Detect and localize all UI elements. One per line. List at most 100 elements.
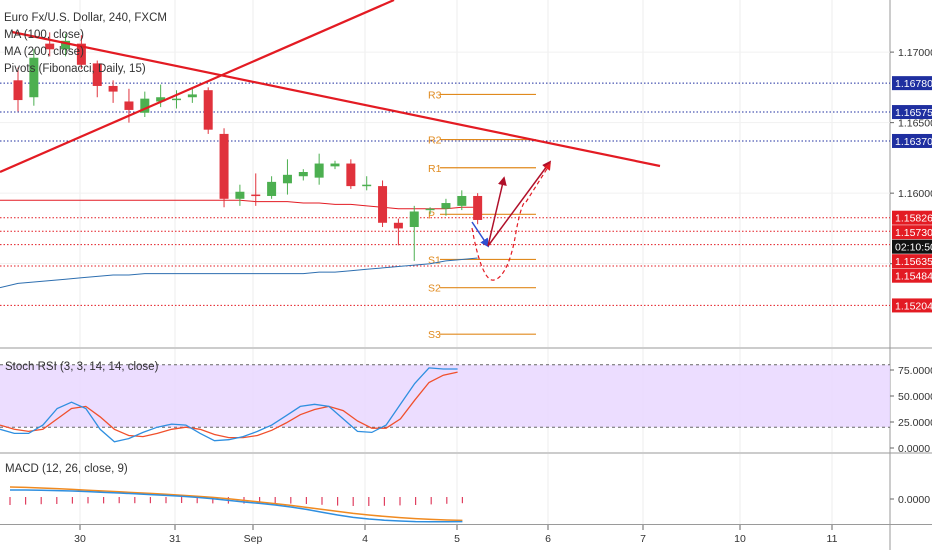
axis-tick-label: 50.0000 bbox=[898, 391, 932, 403]
candle-body bbox=[172, 98, 181, 101]
candle bbox=[45, 32, 55, 57]
trend-drawings bbox=[0, 0, 661, 281]
rising-trend-line bbox=[0, 0, 395, 174]
candle bbox=[346, 159, 356, 189]
price-tag-label: 1.16370 bbox=[895, 136, 932, 148]
candle-body bbox=[124, 101, 134, 110]
stoch-rsi-legend: Stoch RSI (3, 3, 14, 14, close) bbox=[5, 361, 159, 373]
pivots-legend: Pivots (Fibonacci, Daily, 15) bbox=[4, 63, 146, 75]
price-tag bbox=[892, 254, 932, 269]
candle-body bbox=[362, 184, 372, 187]
time-axis-label: 31 bbox=[169, 533, 181, 545]
candle-body bbox=[219, 133, 229, 199]
dashed-projection-curve bbox=[471, 201, 527, 281]
up-projection-arrow bbox=[487, 176, 507, 247]
symbol-title: Euro Fx/U.S. Dollar, 240, FXCM bbox=[4, 12, 167, 24]
candle bbox=[425, 207, 435, 215]
pivot-label: P bbox=[428, 209, 435, 221]
pivot-label: S1 bbox=[428, 254, 441, 266]
candle-body bbox=[298, 172, 308, 177]
up-projection-arrow-long bbox=[487, 160, 552, 247]
candle bbox=[267, 176, 277, 199]
candle-body bbox=[282, 174, 292, 184]
price-tag bbox=[892, 268, 932, 283]
horizontal-levels bbox=[0, 82, 890, 306]
price-tag bbox=[892, 105, 932, 120]
candle bbox=[13, 67, 23, 112]
candle bbox=[378, 180, 388, 228]
candle-body bbox=[409, 211, 419, 228]
dashed-projection-arrow bbox=[525, 162, 551, 203]
ma100-legend: MA (100, close) bbox=[4, 29, 84, 41]
price-tag bbox=[892, 133, 932, 148]
stoch-rsi-k-line bbox=[0, 367, 458, 443]
candle bbox=[473, 193, 483, 225]
price-tag-label: 02:10:50 bbox=[895, 242, 932, 254]
price-tag-label: 1.15730 bbox=[895, 227, 932, 239]
candle bbox=[203, 87, 213, 134]
price-tag bbox=[892, 210, 932, 225]
candle-body bbox=[92, 63, 102, 86]
candle-body bbox=[203, 90, 213, 130]
price-tag-label: 1.15826 bbox=[895, 213, 932, 225]
candle-body bbox=[473, 195, 483, 220]
price-tag bbox=[892, 239, 932, 254]
candle-body bbox=[61, 40, 71, 50]
candle-body bbox=[457, 195, 467, 206]
candle-body bbox=[267, 181, 277, 196]
candle-body bbox=[393, 222, 403, 229]
candle bbox=[330, 160, 340, 170]
candle bbox=[219, 128, 229, 208]
candle-body bbox=[425, 208, 435, 211]
candle bbox=[298, 169, 308, 181]
time-axis-label: 30 bbox=[74, 533, 86, 545]
candle bbox=[282, 159, 292, 195]
ma200-line bbox=[0, 257, 478, 289]
candle-body bbox=[346, 163, 356, 187]
time-axis-label: 7 bbox=[640, 533, 646, 545]
price-tag-label: 1.15635 bbox=[895, 256, 932, 268]
candle-body bbox=[378, 186, 388, 223]
pivot-label: S3 bbox=[428, 329, 441, 341]
time-axis-label: Sep bbox=[244, 533, 263, 545]
candle-body bbox=[235, 191, 245, 199]
pivot-label: S2 bbox=[428, 283, 441, 295]
time-axis-label: 10 bbox=[734, 533, 746, 545]
axis-tick-label: 0.0000 bbox=[898, 443, 930, 455]
candle-body bbox=[76, 43, 86, 65]
candle-body bbox=[187, 94, 197, 98]
candle-body bbox=[29, 57, 39, 98]
candle bbox=[172, 90, 181, 109]
candle bbox=[251, 173, 261, 206]
candle-body bbox=[251, 194, 261, 197]
price-tags: 1.16780 1.16575 1.16370 1.15826 1.15730 02:10… bbox=[892, 76, 932, 313]
candle-body bbox=[314, 163, 324, 178]
candle bbox=[457, 190, 467, 211]
candle-body bbox=[108, 85, 118, 92]
candle bbox=[108, 80, 118, 103]
candlestick-series bbox=[13, 32, 483, 261]
pivot-label: R2 bbox=[428, 135, 442, 147]
time-axis-label: 4 bbox=[362, 533, 368, 545]
time-axis-label: 5 bbox=[454, 533, 460, 545]
candle-body bbox=[441, 203, 451, 209]
legend: Euro Fx/U.S. Dollar, 240, FXCM MA (100, … bbox=[4, 12, 167, 475]
macd-pane bbox=[9, 486, 463, 523]
time-axis-label: 11 bbox=[827, 533, 838, 545]
axis-tick-label: 1.17000 bbox=[898, 47, 932, 59]
macd-signal-line bbox=[9, 486, 463, 522]
macd-line bbox=[10, 489, 463, 523]
pivot-label: R1 bbox=[428, 163, 442, 175]
price-tag-label: 1.16575 bbox=[895, 107, 932, 119]
price-tag bbox=[892, 298, 932, 313]
axis-tick-label: 25.0000 bbox=[898, 417, 932, 429]
candle bbox=[140, 91, 150, 117]
candle-body bbox=[45, 43, 55, 50]
time-axis: 30 31 Sep 4 5 6 7 10 11 bbox=[74, 525, 838, 545]
falling-trend-line bbox=[11, 30, 661, 168]
candle bbox=[314, 153, 324, 185]
ma200-legend: MA (200, close) bbox=[4, 46, 84, 58]
axis-tick-label: 75.0000 bbox=[898, 365, 932, 377]
